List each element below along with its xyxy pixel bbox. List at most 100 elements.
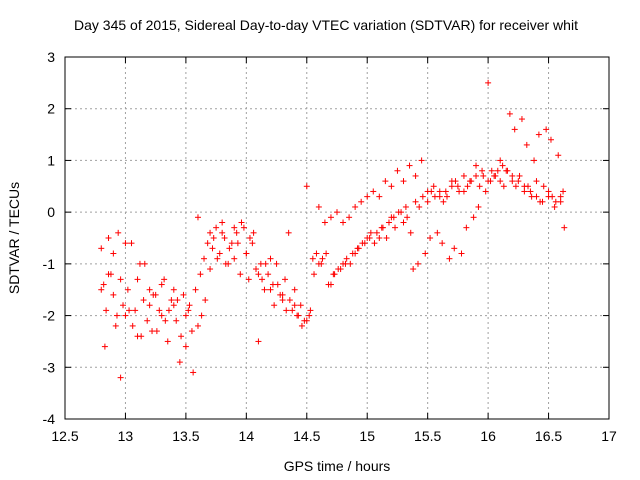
data-point: [352, 250, 359, 257]
data-point: [400, 178, 407, 185]
data-point: [416, 203, 423, 210]
data-point: [295, 312, 302, 319]
data-point: [475, 203, 482, 210]
data-point: [515, 178, 522, 185]
data-point: [250, 229, 257, 236]
x-tick-label: 13: [118, 428, 134, 444]
data-point: [549, 193, 556, 200]
data-point: [358, 198, 365, 205]
data-point: [509, 178, 516, 185]
data-point: [164, 338, 171, 345]
data-point: [537, 198, 544, 205]
data-point: [458, 250, 465, 257]
x-tick-label: 13.5: [172, 428, 199, 444]
data-point: [117, 374, 124, 381]
data-point: [259, 276, 266, 283]
data-point: [545, 188, 552, 195]
y-tick-label: -3: [43, 359, 56, 375]
data-point: [395, 209, 402, 216]
data-point: [202, 297, 209, 304]
data-point: [105, 271, 112, 278]
data-point: [323, 250, 330, 257]
data-point: [186, 302, 193, 309]
data-point: [134, 276, 141, 283]
data-point: [306, 312, 313, 319]
data-point: [243, 250, 250, 257]
data-point: [434, 229, 441, 236]
data-point: [176, 359, 183, 366]
data-point: [379, 224, 386, 231]
data-point: [265, 271, 272, 278]
data-point: [303, 317, 310, 324]
data-point: [214, 255, 221, 262]
data-point: [297, 302, 304, 309]
data-point: [209, 245, 216, 252]
data-point: [237, 271, 244, 278]
data-point: [334, 209, 340, 216]
data-point: [162, 317, 169, 324]
data-point: [561, 224, 568, 231]
data-point: [170, 302, 177, 309]
data-point: [271, 302, 278, 309]
data-point: [291, 302, 298, 309]
y-tick-labels: -4 -3 -2 -1 0 1 2 3: [43, 49, 56, 427]
data-point: [518, 116, 525, 123]
data-point: [150, 291, 157, 298]
data-point: [190, 369, 197, 376]
data-point: [173, 317, 180, 324]
data-point: [343, 255, 350, 262]
data-point: [261, 286, 268, 293]
chart-title: Day 345 of 2015, Sidereal Day-to-day VTE…: [74, 17, 578, 33]
data-point: [500, 183, 507, 190]
data-point: [531, 157, 538, 164]
data-point: [560, 188, 567, 195]
x-tick-label: 16.5: [535, 428, 562, 444]
data-point: [327, 214, 334, 221]
data-point: [340, 219, 347, 226]
data-point: [555, 152, 562, 159]
data-point: [122, 312, 129, 319]
data-point: [207, 266, 214, 273]
data-point: [525, 183, 532, 190]
data-point: [463, 224, 470, 231]
data-point: [376, 193, 383, 200]
data-point: [480, 172, 487, 179]
data-point: [346, 214, 353, 221]
data-point: [418, 157, 425, 164]
data-point: [262, 260, 269, 267]
data-point: [226, 245, 233, 252]
data-point: [439, 240, 446, 247]
data-point: [238, 219, 245, 226]
data-point: [307, 307, 314, 314]
y-tick-label: 3: [47, 49, 55, 65]
data-point: [153, 328, 160, 335]
data-point: [335, 266, 342, 273]
data-point: [174, 297, 181, 304]
data-point: [194, 214, 201, 221]
data-point: [347, 260, 354, 267]
data-point: [394, 167, 401, 174]
data-point: [141, 260, 148, 267]
data-point: [359, 240, 366, 247]
data-point: [132, 307, 139, 314]
data-point: [492, 172, 499, 179]
data-point: [476, 183, 483, 190]
data-point: [156, 307, 163, 314]
data-point: [327, 281, 334, 288]
data-point: [101, 343, 108, 350]
data-point: [180, 291, 187, 298]
data-point: [182, 312, 189, 319]
data-point: [112, 322, 119, 329]
data-point: [158, 312, 165, 319]
data-point: [315, 203, 322, 210]
data-point: [470, 214, 477, 221]
data-point: [494, 167, 501, 174]
data-point: [246, 235, 253, 241]
data-point: [456, 188, 463, 195]
data-point: [521, 188, 528, 195]
data-point: [364, 235, 371, 241]
data-point: [454, 183, 461, 190]
data-point: [201, 255, 208, 262]
data-point: [255, 271, 262, 278]
